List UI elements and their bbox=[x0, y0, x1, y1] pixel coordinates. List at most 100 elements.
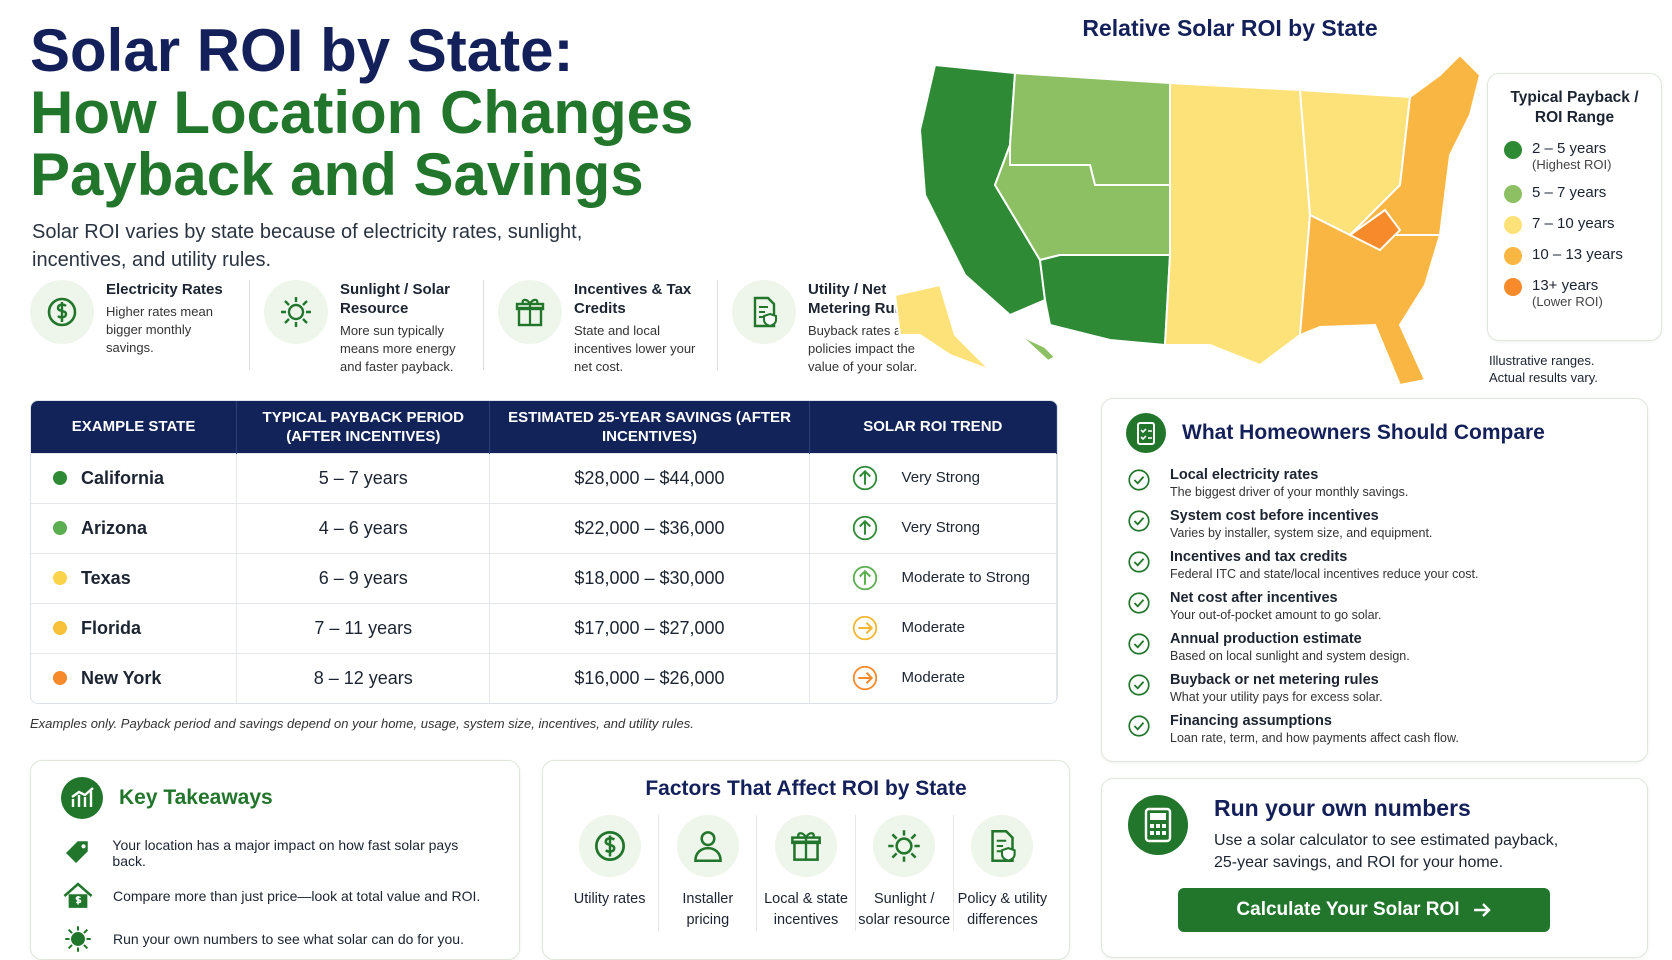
factor-desc: More sun typically means more energy and… bbox=[340, 323, 456, 374]
trend-cell: Very Strong bbox=[809, 452, 1057, 503]
compare-item-desc: Loan rate, term, and how payments affect… bbox=[1170, 731, 1459, 745]
factor-desc: State and local incentives lower your ne… bbox=[574, 323, 696, 374]
compare-list: Local electricity rates The biggest drive… bbox=[1126, 467, 1623, 745]
check-icon bbox=[1128, 510, 1150, 532]
savings-cell: $17,000 – $27,000 bbox=[489, 602, 810, 653]
cta-button-label[interactable]: Calculate Your Solar ROI bbox=[1236, 899, 1460, 920]
takeaway-icon bbox=[65, 925, 91, 952]
subtitle-line: Solar ROI varies by state because of ele… bbox=[32, 221, 583, 243]
affect-glyph-part bbox=[895, 837, 913, 855]
takeaway-text: Compare more than just price—look at tot… bbox=[113, 887, 481, 904]
compare-item-desc: What your utility pays for excess solar. bbox=[1170, 690, 1383, 704]
legend-title: Typical Payback / ROI Range bbox=[1510, 89, 1639, 126]
trend-icon-part bbox=[852, 515, 877, 541]
compare-item: System cost before incentives Varies by i… bbox=[1126, 508, 1623, 540]
separator bbox=[483, 280, 484, 370]
state-name: California bbox=[81, 467, 165, 488]
affect-glyph-part bbox=[888, 830, 920, 862]
legend-swatch bbox=[1504, 141, 1522, 159]
compare-item-desc: Your out-of-pocket amount to go solar. bbox=[1170, 608, 1382, 622]
takeaway-icon bbox=[66, 840, 88, 863]
affect-label: Local & state incentives bbox=[764, 891, 848, 928]
factor-glyph-part bbox=[521, 298, 539, 325]
table-row: New York 8 – 12 years $16,000 – $26,000 Mod… bbox=[31, 652, 1057, 703]
payback-cell: 6 – 9 years bbox=[236, 552, 491, 603]
title-line: How Location Changes bbox=[30, 79, 694, 146]
compare-item-desc: The biggest driver of your monthly savin… bbox=[1170, 485, 1409, 499]
trend-icon-part bbox=[858, 469, 871, 485]
factor-desc: Higher rates mean bigger monthly savings… bbox=[106, 304, 213, 355]
compare-text: Incentives and tax credits Federal ITC an… bbox=[1170, 549, 1478, 581]
trend-icon-part bbox=[852, 666, 877, 691]
table-wrap: EXAMPLE STATE TYPICAL PAYBACK PERIOD (AFT… bbox=[30, 400, 1058, 731]
check-icon-part bbox=[1128, 674, 1150, 696]
state-cell: California bbox=[31, 452, 238, 503]
state-cell: Florida bbox=[31, 602, 238, 653]
map-region bbox=[1348, 208, 1402, 252]
compare-item-desc: Varies by installer, system size, and eq… bbox=[1170, 526, 1433, 540]
check-icon bbox=[1128, 469, 1150, 491]
check-icon-part bbox=[1133, 640, 1145, 649]
check-icon-part bbox=[1128, 510, 1150, 532]
affect-glyph-part bbox=[604, 835, 616, 857]
legend-items: 2 – 5 years (Highest ROI) 5 – 7 years 7 – 1… bbox=[1504, 140, 1645, 309]
takeaways-header: Key Takeaways bbox=[61, 777, 489, 819]
takeaway-text: Your location has a major impact on how … bbox=[112, 836, 459, 869]
legend-text: 5 – 7 years bbox=[1532, 184, 1606, 203]
trend-cell: Moderate bbox=[809, 602, 1057, 653]
affect-item: Policy & utility differences bbox=[954, 815, 1051, 931]
affect-label: Policy & utility differences bbox=[957, 891, 1048, 928]
affect-glyph-part bbox=[1001, 846, 1017, 862]
legend-label: 5 – 7 years bbox=[1532, 184, 1607, 201]
legend-swatch bbox=[1504, 216, 1522, 234]
check-icon-part bbox=[1128, 715, 1150, 737]
compare-item-title: Financing assumptions bbox=[1170, 713, 1332, 729]
affect-item: Installer pricing bbox=[659, 815, 758, 931]
map-title: Relative Solar ROI by State bbox=[1082, 15, 1377, 41]
affect-glyph-part bbox=[797, 832, 815, 860]
legend-swatch bbox=[1504, 278, 1522, 296]
savings-cell: $28,000 – $44,000 bbox=[489, 452, 810, 503]
trend-cell: Very Strong bbox=[809, 502, 1057, 553]
affect-glyph bbox=[791, 832, 821, 861]
map-region bbox=[1163, 81, 1312, 367]
legend-item: 5 – 7 years bbox=[1504, 184, 1645, 203]
factor-glyph bbox=[281, 297, 311, 327]
compare-text: Annual production estimate Based on local… bbox=[1170, 631, 1410, 663]
cta-arrow[interactable] bbox=[1472, 902, 1492, 918]
takeaway-text: Run your own numbers to see what solar c… bbox=[113, 930, 464, 947]
trend-icon-part bbox=[857, 672, 873, 685]
takeaway-icon bbox=[63, 881, 93, 908]
affect-icon bbox=[578, 815, 641, 877]
factor-glyph bbox=[753, 296, 777, 328]
affect-item: Sunlight / solar resource bbox=[856, 815, 954, 931]
check-icon bbox=[1128, 715, 1150, 737]
takeaway-item: Compare more than just price—look at tot… bbox=[61, 874, 489, 917]
legend: Typical Payback / ROI Range 2 – 5 years(… bbox=[1487, 73, 1662, 341]
map-region bbox=[893, 283, 991, 371]
affect-icon bbox=[873, 815, 936, 877]
check-icon-part bbox=[1133, 517, 1145, 526]
compare-item-title: Local electricity rates bbox=[1170, 467, 1319, 483]
trend-cell: Moderate to Strong bbox=[809, 552, 1057, 603]
cta-button[interactable]: Calculate Your Solar ROI bbox=[1178, 888, 1550, 932]
state-dot bbox=[53, 520, 67, 535]
affect-item: Utility rates bbox=[561, 815, 660, 931]
legend-note: (Highest ROI) bbox=[1532, 157, 1612, 172]
table-row: Texas 6 – 9 years $18,000 – $30,000 Moderat… bbox=[31, 552, 1057, 603]
legend-text: 13+ years (Lower ROI) bbox=[1532, 277, 1603, 309]
table-header: SOLAR ROI TREND bbox=[809, 401, 1057, 453]
savings-cell: $18,000 – $30,000 bbox=[489, 552, 810, 603]
compare-item-desc: Federal ITC and state/local incentives r… bbox=[1170, 567, 1479, 581]
factor-text: Electricity Rates Higher rates mean bigge… bbox=[106, 280, 235, 357]
factor-icon bbox=[30, 280, 94, 344]
check-icon-part bbox=[1133, 476, 1145, 485]
affect-glyph bbox=[991, 830, 1017, 862]
savings-cell: $22,000 – $36,000 bbox=[489, 502, 810, 553]
trend-icon-part bbox=[857, 622, 873, 634]
check-icon bbox=[1128, 592, 1150, 614]
factor-desc: Buyback rates and policies impact the va… bbox=[808, 323, 918, 374]
trend-icon bbox=[852, 515, 877, 541]
compare-text: Financing assumptions Loan rate, term, an… bbox=[1170, 713, 1459, 745]
